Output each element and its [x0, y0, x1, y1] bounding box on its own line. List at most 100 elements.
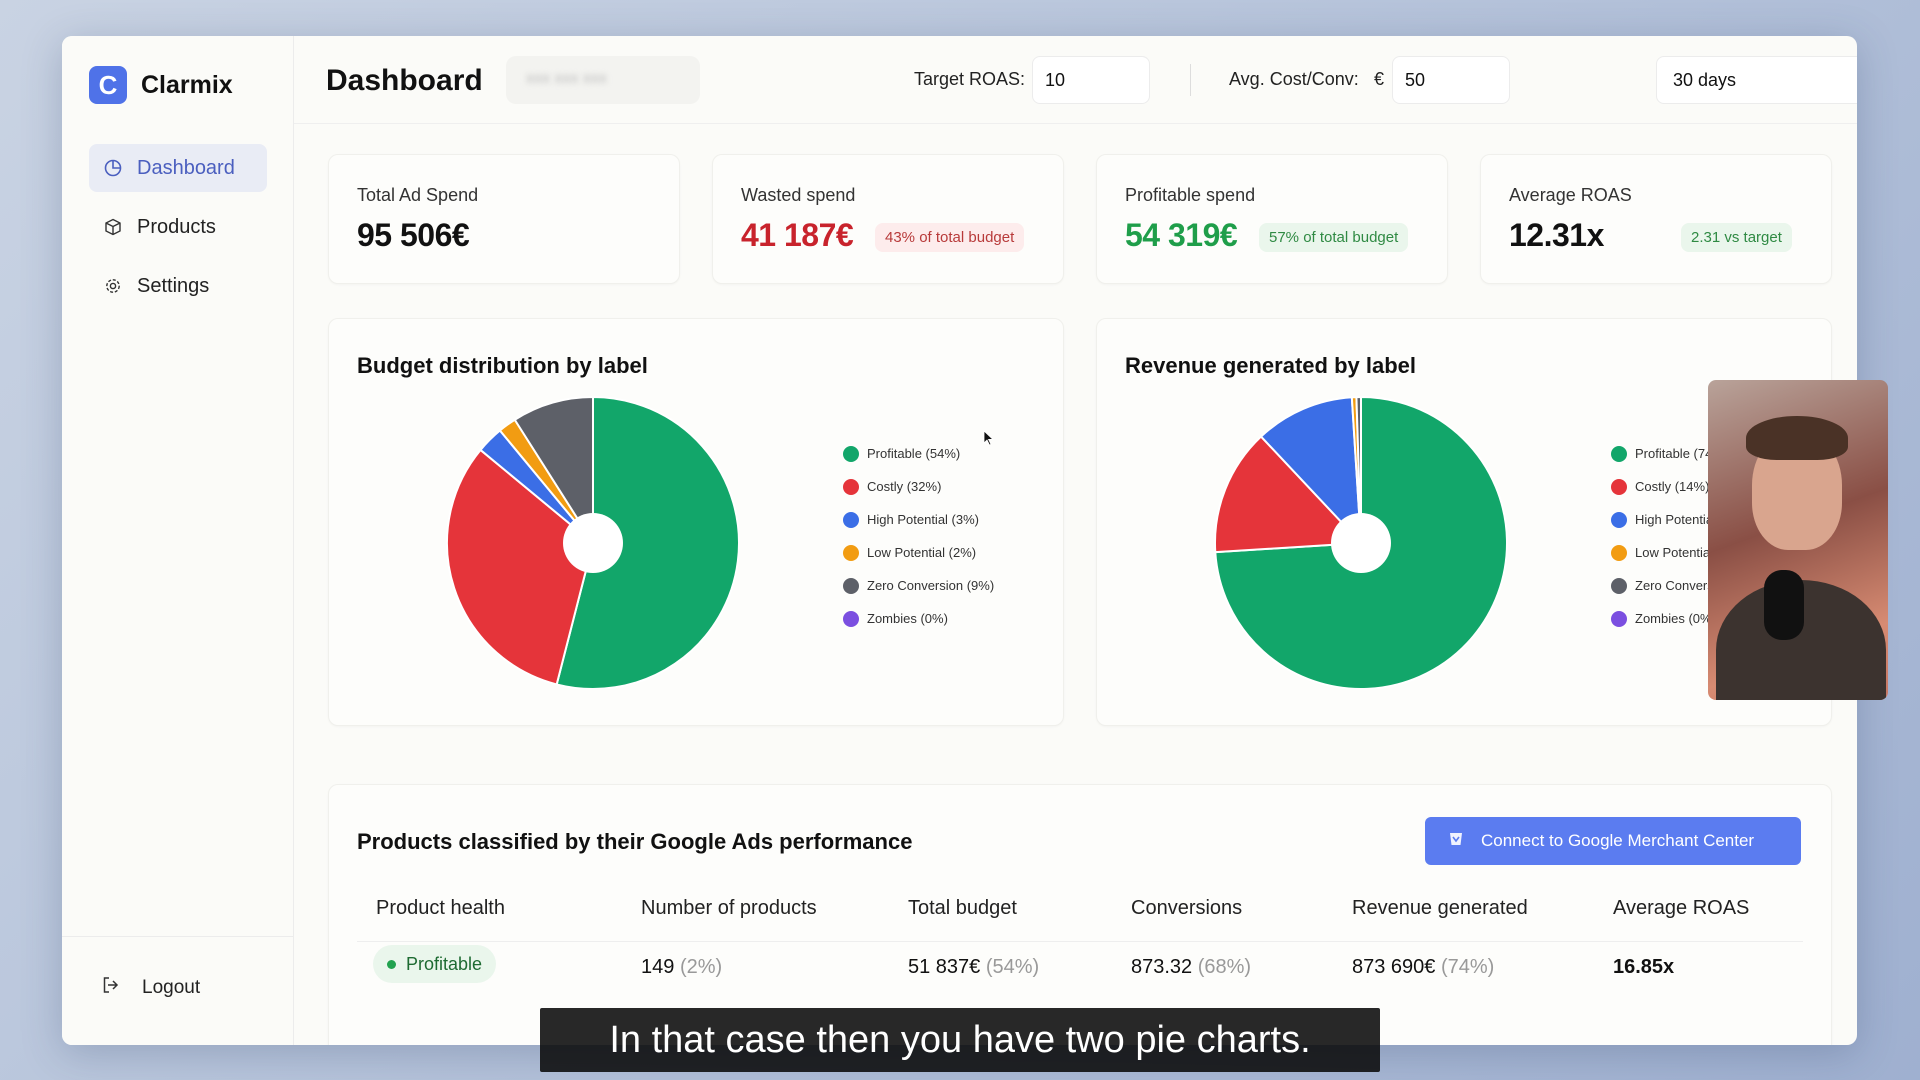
chart-title: Revenue generated by label — [1125, 353, 1416, 378]
legend-label: High Potentia — [1635, 512, 1714, 527]
webcam-overlay — [1708, 380, 1888, 700]
legend-item[interactable]: High Potentia — [1611, 503, 1714, 536]
chart-title: Budget distribution by label — [357, 353, 648, 378]
legend-dot — [1611, 478, 1627, 495]
target-roas-input[interactable]: 10 — [1032, 56, 1150, 104]
gear-icon — [103, 276, 123, 296]
pie-slice-1[interactable] — [1214, 435, 1364, 554]
brand-name: Clarmix — [141, 70, 233, 99]
stat-value: 41 187€ — [741, 217, 854, 253]
legend-item[interactable]: Costly (32%) — [843, 470, 994, 503]
budget-pie-chart — [446, 395, 740, 690]
sidebar-nav: Dashboard Products Settings — [89, 144, 267, 321]
stat-card-profitable-spend: Profitable spend 54 319€ 57% of total bu… — [1096, 154, 1448, 284]
account-selector[interactable]: xxx xxx xxx — [506, 56, 700, 104]
pie-center-hole — [563, 513, 623, 573]
brand[interactable]: C Clarmix — [89, 66, 233, 104]
cell-percent: (54%) — [985, 956, 1040, 978]
stat-value: 12.31x — [1509, 217, 1604, 253]
stat-value: 95 506€ — [357, 217, 470, 253]
legend-item[interactable]: Zombies (0% — [1611, 602, 1714, 635]
cell-percent: (2%) — [679, 956, 723, 978]
column-header: Total budget — [908, 897, 1017, 919]
stat-label: Profitable spend — [1125, 185, 1256, 205]
sidebar-item-products[interactable]: Products — [89, 203, 267, 251]
pie-slice-2[interactable] — [1259, 396, 1363, 546]
pie-slice-0[interactable] — [555, 395, 740, 690]
target-roas-label: Target ROAS: — [914, 69, 1026, 89]
brand-logo: C — [89, 66, 127, 104]
table-divider — [357, 941, 1803, 942]
legend-item[interactable]: Zombies (0%) — [843, 602, 994, 635]
avg-cost-label: Avg. Cost/Conv: — [1229, 69, 1359, 89]
header-divider — [1190, 64, 1191, 96]
logout-label: Logout — [142, 977, 201, 998]
legend-label: Low Potential (2%) — [867, 545, 977, 560]
column-header: Revenue generated — [1352, 897, 1528, 919]
legend-dot — [1611, 511, 1627, 528]
status-badge: 57% of total budget — [1259, 223, 1409, 252]
legend-label: Profitable (54%) — [867, 446, 961, 461]
legend-dot — [843, 445, 859, 462]
cell-percent: (74%) — [1440, 956, 1495, 978]
legend-item[interactable]: Zero Conversion (9%) — [843, 569, 994, 602]
pie-slice-1[interactable] — [446, 448, 595, 686]
legend-dot — [843, 511, 859, 528]
column-header: Number of products — [641, 897, 817, 919]
cell-value: 873.32 — [1131, 956, 1193, 978]
table-cell: 873 690€ (74%) — [1352, 956, 1494, 979]
package-icon — [103, 217, 123, 237]
legend-item[interactable]: High Potential (3%) — [843, 503, 994, 536]
legend-label: Low Potentia — [1635, 545, 1711, 560]
legend-item[interactable]: Profitable (54%) — [843, 437, 994, 470]
legend-dot — [1611, 610, 1627, 627]
table-title: Products classified by their Google Ads … — [357, 829, 913, 854]
logout-button[interactable]: Logout — [102, 976, 200, 1000]
legend-dot — [1611, 577, 1627, 594]
stat-card-average-roas: Average ROAS 12.31x 2.31 vs target — [1480, 154, 1832, 284]
avg-cost-input[interactable]: 50 — [1392, 56, 1510, 104]
legend-label: Zero Conversion (9%) — [867, 578, 995, 593]
legend-dot — [843, 577, 859, 594]
stat-label: Total Ad Spend — [357, 185, 479, 205]
legend-item[interactable]: Low Potential (2%) — [843, 536, 994, 569]
microphone-icon — [1764, 570, 1804, 640]
cell-value: 873 690€ — [1352, 956, 1436, 978]
column-header: Average ROAS — [1613, 897, 1750, 919]
pie-slice-4[interactable] — [513, 395, 594, 547]
legend-item[interactable]: Low Potentia — [1611, 536, 1714, 569]
legend-dot — [1611, 445, 1627, 462]
revenue-pie-chart — [1214, 395, 1508, 690]
period-value: 30 days — [1673, 69, 1737, 90]
revenue-legend: Profitable (74 Costly (14%) High Potentia L… — [1611, 437, 1714, 635]
legend-label: High Potential (3%) — [867, 512, 979, 527]
table-cell: 873.32 (68%) — [1131, 956, 1251, 979]
connect-merchant-center-button[interactable]: Connect to Google Merchant Center — [1425, 817, 1801, 865]
products-table-card: Products classified by their Google Ads … — [328, 784, 1832, 1045]
legend-dot — [843, 610, 859, 627]
logout-icon — [102, 976, 120, 1000]
app-window: C Clarmix Dashboard Products Settings — [62, 36, 1857, 1045]
legend-label: Profitable (74 — [1635, 446, 1713, 461]
legend-item[interactable]: Costly (14%) — [1611, 470, 1714, 503]
health-label: Profitable — [406, 953, 483, 974]
status-dot — [387, 959, 396, 969]
connect-button-label: Connect to Google Merchant Center — [1481, 831, 1755, 850]
legend-item[interactable]: Profitable (74 — [1611, 437, 1714, 470]
cell-value: 51 837€ — [908, 956, 981, 978]
sidebar: C Clarmix Dashboard Products Settings — [62, 36, 294, 1045]
status-badge: 43% of total budget — [875, 223, 1025, 252]
legend-dot — [843, 544, 859, 561]
pie-chart-icon — [103, 158, 123, 178]
legend-item[interactable]: Zero Convers — [1611, 569, 1714, 602]
stat-label: Average ROAS — [1509, 185, 1632, 205]
sidebar-item-dashboard[interactable]: Dashboard — [89, 144, 267, 192]
table-cell: 51 837€ (54%) — [908, 956, 1039, 979]
pie-slice-4[interactable] — [1355, 395, 1362, 544]
budget-chart-card: Budget distribution by label Profitable … — [328, 318, 1064, 726]
sidebar-item-settings[interactable]: Settings — [89, 262, 267, 310]
legend-label: Zombies (0% — [1635, 611, 1712, 626]
column-header: Product health — [376, 897, 505, 919]
pie-center-hole — [1331, 513, 1391, 573]
period-select[interactable]: 30 days — [1656, 56, 1857, 104]
